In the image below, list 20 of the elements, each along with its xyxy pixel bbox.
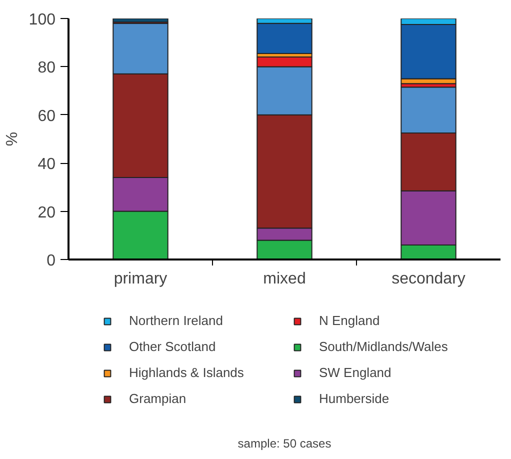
x-tick-label: mixed: [263, 270, 306, 288]
legend-label: SW England: [319, 365, 392, 380]
x-tick-label: primary: [114, 270, 168, 288]
legend-label: South/Midlands/Wales: [319, 339, 449, 354]
legend-label: Highlands & Islands: [129, 365, 245, 380]
x-tick-label: secondary: [392, 270, 466, 288]
legend-label: N England: [319, 313, 381, 328]
y-tick-label: 80: [38, 60, 56, 77]
y-tick-label: 40: [38, 156, 56, 174]
y-axis-title: %: [4, 132, 21, 146]
legend-label: Humberside: [319, 391, 390, 406]
legend-label: Northern Ireland: [129, 313, 224, 328]
y-tick-label: 100: [28, 12, 56, 28]
legend-label: Other Scotland: [129, 339, 217, 354]
bar: [256, 22, 312, 54]
y-tick-label: 0: [46, 252, 56, 270]
legend-label: Grampian: [129, 391, 188, 406]
y-tick-label: 20: [38, 204, 56, 222]
y-tick-label: 60: [38, 108, 56, 125]
text: sample: 50 cases: [238, 436, 332, 450]
